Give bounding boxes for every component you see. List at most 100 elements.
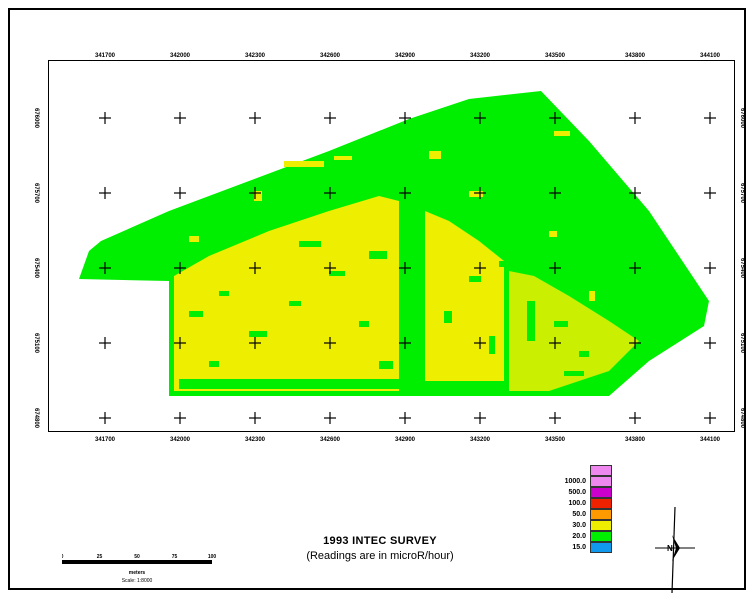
grid-cross (704, 187, 716, 199)
legend-swatch (590, 487, 612, 498)
survey-map: 341700 342000 342300 342600 342900 343200 3435… (33, 53, 745, 443)
right-tick-label: 675100 (739, 333, 745, 354)
top-tick-labels: 341700 342000 342300 342600 342900 343200 3435… (95, 53, 721, 59)
grid-cross (399, 112, 411, 124)
grid-cross (249, 337, 261, 349)
green-corridor (403, 181, 423, 396)
grid-cross (174, 112, 186, 124)
grid-cross (629, 412, 641, 424)
grid-cross (174, 412, 186, 424)
grid-cross (474, 112, 486, 124)
left-tick-label: 675400 (33, 258, 39, 279)
grid-cross (549, 262, 561, 274)
grid-cross (174, 262, 186, 274)
grid-cross (704, 112, 716, 124)
grid-cross (99, 412, 111, 424)
bottom-tick-label: 342000 (170, 437, 191, 443)
title-block: 1993 INTEC SURVEY (Readings are in micro… (280, 534, 480, 564)
top-tick-label: 343200 (470, 53, 491, 59)
right-tick-label: 676000 (739, 108, 745, 129)
legend-label: 30.0 (572, 522, 586, 529)
grid-cross (549, 112, 561, 124)
grid-cross (549, 337, 561, 349)
survey-area-yellow-right (509, 271, 639, 391)
right-tick-label: 675700 (739, 183, 745, 204)
grid-cross (324, 412, 336, 424)
yellow-speckles (189, 131, 595, 301)
grid-cross (474, 262, 486, 274)
legend-swatch (590, 498, 612, 509)
grid-cross (399, 412, 411, 424)
grid-cross (399, 187, 411, 199)
legend-swatch (590, 476, 612, 487)
legend-label: 100.0 (568, 500, 586, 507)
grid-cross (249, 112, 261, 124)
grid-cross (324, 262, 336, 274)
map-subtitle: (Readings are in microR/hour) (306, 550, 454, 562)
legend-item: 1000.0 (540, 476, 612, 487)
grid-cross (174, 187, 186, 199)
grid-cross (704, 412, 716, 424)
right-tick-label: 675400 (739, 258, 745, 279)
map-title: 1993 INTEC SURVEY (323, 535, 437, 547)
grid-cross (399, 262, 411, 274)
bottom-tick-label: 343800 (625, 437, 646, 443)
scale-bar: 0 25 50 75 100 meters Scale: 1:8000 (62, 554, 216, 584)
legend: 1000.0 500.0 100.0 50.0 30.0 20.0 15.0 (540, 465, 612, 553)
legend-item: 500.0 (540, 487, 612, 498)
bottom-tick-label: 342600 (320, 437, 341, 443)
grid-cross (99, 112, 111, 124)
grid-cross (99, 187, 111, 199)
legend-item: 15.0 (540, 542, 612, 553)
grid-cross (249, 262, 261, 274)
legend-swatch (590, 465, 612, 476)
map-panel: 341700 342000 342300 342600 342900 343200 3435… (33, 53, 745, 443)
grid-cross (549, 187, 561, 199)
survey-area-yellow-left (174, 196, 399, 391)
grid-cross (704, 262, 716, 274)
texture-speckles (179, 241, 589, 391)
legend-label: 500.0 (568, 489, 586, 496)
top-tick-label: 342300 (245, 53, 266, 59)
scale-label: 50 (134, 554, 140, 560)
top-tick-label: 343500 (545, 53, 566, 59)
grid-cross (399, 337, 411, 349)
grid-cross (549, 412, 561, 424)
scale-label: 0 (62, 554, 64, 560)
grid-cross (474, 187, 486, 199)
grid-cross (629, 337, 641, 349)
left-tick-label: 676000 (33, 108, 39, 129)
survey-area-yellow-center (425, 211, 504, 391)
grid-cross (99, 337, 111, 349)
grid-cross (629, 262, 641, 274)
left-tick-label: 675700 (33, 183, 39, 204)
map-frame: 341700 342000 342300 342600 342900 343200 3435… (8, 8, 746, 594)
top-tick-label: 344100 (700, 53, 721, 59)
legend-swatch (590, 520, 612, 531)
legend-label: 15.0 (572, 544, 586, 551)
scale-caption: Scale: 1:8000 (122, 578, 153, 584)
left-tick-label: 674800 (33, 408, 39, 429)
legend-swatch (590, 531, 612, 542)
top-tick-label: 341700 (95, 53, 116, 59)
grid-cross (99, 262, 111, 274)
scale-label: 25 (97, 554, 103, 560)
grid-cross (174, 337, 186, 349)
legend-swatch (590, 542, 612, 553)
legend-item: 30.0 (540, 520, 612, 531)
bottom-tick-label: 341700 (95, 437, 116, 443)
legend-label: 20.0 (572, 533, 586, 540)
grid-cross (324, 337, 336, 349)
bottom-tick-label: 343500 (545, 437, 566, 443)
right-tick-label: 674800 (739, 408, 745, 429)
left-tick-labels: 676000 675700 675400 675100 674800 (33, 108, 39, 429)
north-arrow-icon: N (655, 506, 695, 594)
bottom-tick-label: 343200 (470, 437, 491, 443)
grid-cross (249, 412, 261, 424)
grid-cross (324, 112, 336, 124)
legend-item: 50.0 (540, 509, 612, 520)
legend-item (540, 465, 612, 476)
scale-unit: meters (129, 570, 146, 576)
legend-label: 1000.0 (564, 478, 586, 485)
top-tick-label: 342900 (395, 53, 416, 59)
